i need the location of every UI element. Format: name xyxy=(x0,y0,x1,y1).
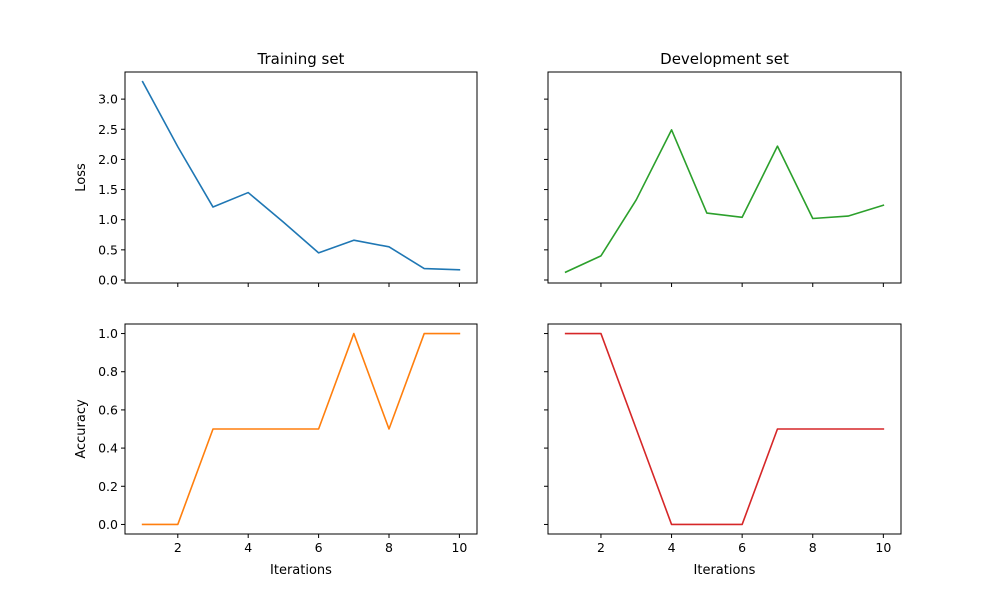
panel-training-accuracy: 2 4 6 8 10 0.0 0.2 0.4 0.6 0.8 1.0 Iterations Acc… xyxy=(74,323,478,578)
series-line xyxy=(564,129,885,274)
y-tick-label: 1.5 xyxy=(98,182,118,197)
x-tick-label: 2 xyxy=(174,540,182,555)
y-tick-label: 2.0 xyxy=(98,152,118,167)
panel-training-loss: 0.0 0.5 1.0 1.5 2.0 2.5 3.0 Training set Loss xyxy=(74,50,478,287)
y-axis-ticks: 0.0 0.2 0.4 0.6 0.8 1.0 xyxy=(98,326,125,532)
x-axis-ticks xyxy=(177,283,460,287)
x-tick-label: 2 xyxy=(597,540,605,555)
x-axis-ticks xyxy=(600,283,884,287)
x-axis-label: Iterations xyxy=(694,563,756,578)
x-tick-label: 4 xyxy=(244,540,252,555)
y-tick-label: 0.4 xyxy=(98,441,118,456)
x-tick-label: 8 xyxy=(385,540,393,555)
y-axis-label: Accuracy xyxy=(74,399,89,459)
axes-frame xyxy=(547,323,902,535)
y-tick-label: 1.0 xyxy=(98,326,118,341)
series-line xyxy=(141,80,461,271)
chart-title: Training set xyxy=(257,50,345,68)
y-axis-ticks xyxy=(544,333,548,525)
plot-area xyxy=(564,129,885,274)
plot-area xyxy=(141,332,461,526)
y-tick-label: 0.5 xyxy=(98,242,118,257)
x-axis-ticks: 2 4 6 8 10 xyxy=(597,534,891,555)
y-axis-ticks: 0.0 0.5 1.0 1.5 2.0 2.5 3.0 xyxy=(98,92,125,287)
y-tick-label: 2.5 xyxy=(98,122,118,137)
x-tick-label: 10 xyxy=(875,540,891,555)
chart-title: Development set xyxy=(660,50,789,68)
panel-development-accuracy: 2 4 6 8 10 Iterations xyxy=(544,323,902,578)
y-tick-label: 0.6 xyxy=(98,402,118,417)
series-line xyxy=(141,332,461,526)
x-tick-label: 8 xyxy=(809,540,817,555)
x-tick-label: 6 xyxy=(315,540,323,555)
y-tick-label: 0.2 xyxy=(98,479,118,494)
axes-frame xyxy=(547,71,902,284)
axes-frame xyxy=(124,323,478,535)
x-axis-ticks: 2 4 6 8 10 xyxy=(174,534,467,555)
series-line xyxy=(564,332,885,526)
y-axis-ticks xyxy=(544,98,548,281)
x-tick-label: 10 xyxy=(451,540,467,555)
y-tick-label: 0.0 xyxy=(98,272,118,287)
y-tick-label: 0.8 xyxy=(98,364,118,379)
x-tick-label: 6 xyxy=(738,540,746,555)
y-tick-label: 0.0 xyxy=(98,517,118,532)
x-axis-label: Iterations xyxy=(270,563,332,578)
panel-development-loss: Development set xyxy=(544,50,902,287)
plot-area xyxy=(141,80,461,271)
y-tick-label: 1.0 xyxy=(98,212,118,227)
plot-area xyxy=(564,332,885,526)
y-axis-label: Loss xyxy=(74,163,89,192)
y-tick-label: 3.0 xyxy=(98,92,118,107)
x-tick-label: 4 xyxy=(668,540,676,555)
axes-frame xyxy=(124,71,478,284)
